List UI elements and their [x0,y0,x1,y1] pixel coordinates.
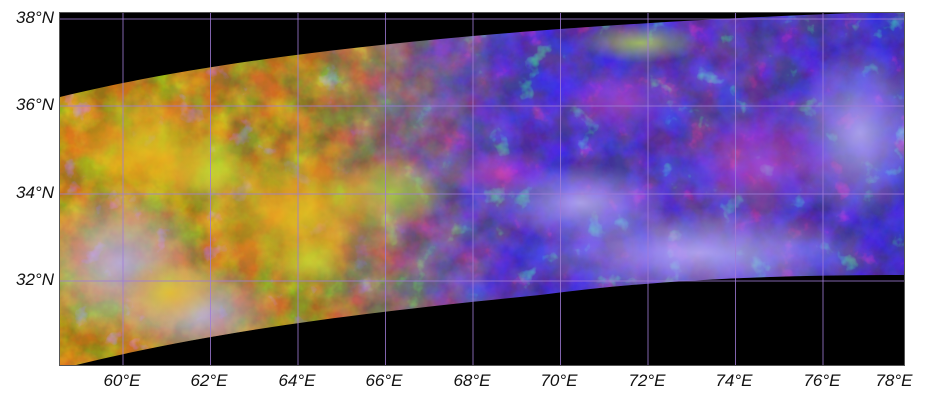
lat-label-32n: 32°N [16,270,54,289]
satellite-image [60,13,904,365]
lon-label-64e: 64°E [278,371,316,390]
lat-label-36n: 36°N [16,95,54,114]
lon-label-62e: 62°E [190,371,228,390]
lon-label-74e: 74°E [715,371,753,390]
satellite-map [59,12,905,366]
lat-label-34n: 34°N [16,183,54,202]
lon-label-78e: 78°E [875,371,913,390]
lon-label-68e: 68°E [453,371,491,390]
lat-label-38n: 38°N [16,8,54,27]
lon-label-70e: 70°E [540,371,578,390]
graticule [60,13,904,365]
lon-label-66e: 66°E [365,371,403,390]
lon-label-76e: 76°E [803,371,841,390]
lon-label-60e: 60°E [103,371,141,390]
lon-label-72e: 72°E [628,371,666,390]
